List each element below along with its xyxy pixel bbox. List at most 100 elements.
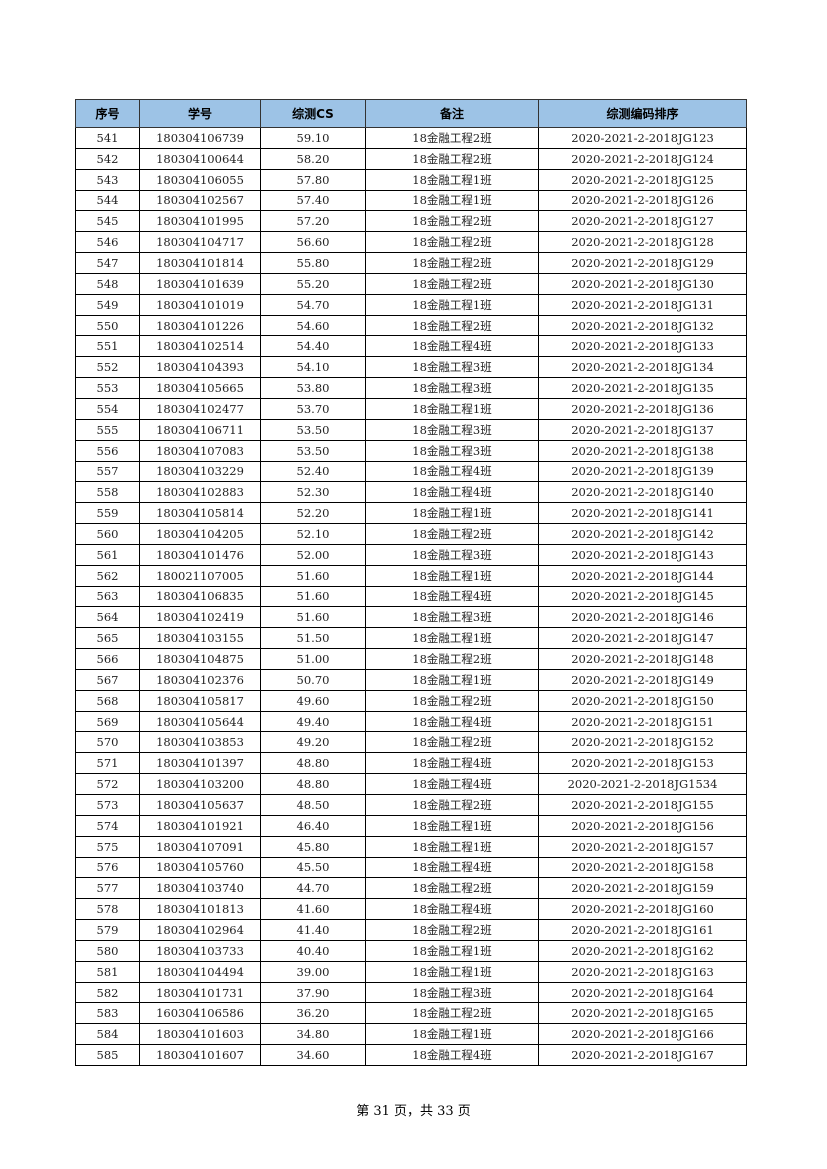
cell-remark: 18金融工程4班 [365, 898, 539, 921]
cell-student-id: 180304101814 [139, 252, 261, 274]
cell-score: 37.90 [260, 981, 366, 1004]
table-row: 560 180304104205 52.10 18金融工程2班 2020-2021-2-… [75, 523, 747, 545]
cell-index: 552 [75, 356, 140, 379]
cell-score: 53.80 [260, 377, 366, 399]
cell-student-id: 180304101995 [139, 210, 261, 233]
cell-remark: 18金融工程3班 [365, 356, 539, 379]
cell-remark: 18金融工程2班 [365, 252, 539, 274]
score-table: 序号 学号 综测CS 备注 综测编码排序 541 180304106739 59.1… [75, 99, 747, 1066]
table-row: 546 180304104717 56.60 18金融工程2班 2020-2021-2-… [75, 231, 747, 254]
cell-remark: 18金融工程2班 [365, 648, 539, 670]
cell-remark: 18金融工程2班 [365, 127, 539, 149]
cell-remark: 18金融工程1班 [365, 168, 539, 191]
cell-student-id: 180304105814 [139, 502, 261, 525]
header-row: 序号 学号 综测CS 备注 综测编码排序 [75, 99, 747, 128]
cell-student-id: 180304101607 [139, 1044, 261, 1066]
cell-index: 560 [75, 523, 140, 545]
cell-code: 2020-2021-2-2018JG160 [538, 898, 747, 921]
table-row: 581 180304104494 39.00 18金融工程1班 2020-2021-2-… [75, 960, 747, 983]
cell-remark: 18金融工程3班 [365, 377, 539, 399]
cell-student-id: 180304101813 [139, 898, 261, 921]
cell-remark: 18金融工程2班 [365, 919, 539, 941]
cell-code: 2020-2021-2-2018JG132 [538, 314, 747, 337]
cell-remark: 18金融工程1班 [365, 189, 539, 212]
cell-score: 51.60 [260, 585, 366, 608]
cell-student-id: 160304106586 [139, 1002, 261, 1025]
table-row: 554 180304102477 53.70 18金融工程1班 2020-2021-2-… [75, 397, 747, 420]
cell-score: 46.40 [260, 814, 366, 837]
cell-index: 585 [75, 1044, 140, 1066]
cell-student-id: 180304105637 [139, 794, 261, 816]
cell-remark: 18金融工程2班 [365, 314, 539, 337]
cell-remark: 18金融工程3班 [365, 606, 539, 629]
cell-code: 2020-2021-2-2018JG143 [538, 543, 747, 566]
cell-student-id: 180304101921 [139, 814, 261, 837]
cell-index: 564 [75, 606, 140, 629]
cell-code: 2020-2021-2-2018JG152 [538, 731, 747, 754]
cell-index: 547 [75, 252, 140, 274]
table-row: 563 180304106835 51.60 18金融工程4班 2020-2021-2-… [75, 585, 747, 608]
table-row: 564 180304102419 51.60 18金融工程3班 2020-2021-2-… [75, 606, 747, 629]
cell-index: 541 [75, 127, 140, 149]
cell-index: 545 [75, 210, 140, 233]
cell-code: 2020-2021-2-2018JG128 [538, 231, 747, 254]
table-row: 555 180304106711 53.50 18金融工程3班 2020-2021-2-… [75, 418, 747, 441]
cell-remark: 18金融工程1班 [365, 939, 539, 962]
cell-remark: 18金融工程2班 [365, 794, 539, 816]
cell-index: 549 [75, 293, 140, 316]
cell-remark: 18金融工程2班 [365, 147, 539, 170]
cell-score: 58.20 [260, 147, 366, 170]
cell-score: 36.20 [260, 1002, 366, 1025]
cell-index: 548 [75, 272, 140, 295]
cell-code: 2020-2021-2-2018JG151 [538, 710, 747, 733]
cell-index: 554 [75, 397, 140, 420]
cell-score: 57.40 [260, 189, 366, 212]
cell-score: 50.70 [260, 668, 366, 691]
cell-student-id: 180304102514 [139, 335, 261, 358]
table-row: 570 180304103853 49.20 18金融工程2班 2020-2021-2-… [75, 731, 747, 754]
cell-index: 553 [75, 377, 140, 399]
cell-student-id: 180304102883 [139, 481, 261, 504]
cell-code: 2020-2021-2-2018JG148 [538, 648, 747, 670]
cell-code: 2020-2021-2-2018JG158 [538, 856, 747, 879]
cell-index: 571 [75, 752, 140, 775]
cell-score: 48.80 [260, 752, 366, 775]
cell-code: 2020-2021-2-2018JG138 [538, 439, 747, 462]
table-row: 572 180304103200 48.80 18金融工程4班 2020-2021-2-… [75, 773, 747, 795]
cell-index: 543 [75, 168, 140, 191]
cell-index: 582 [75, 981, 140, 1004]
cell-code: 2020-2021-2-2018JG153 [538, 752, 747, 775]
cell-index: 559 [75, 502, 140, 525]
cell-score: 51.00 [260, 648, 366, 670]
cell-remark: 18金融工程1班 [365, 564, 539, 587]
cell-code: 2020-2021-2-2018JG162 [538, 939, 747, 962]
cell-student-id: 180304103740 [139, 877, 261, 900]
cell-code: 2020-2021-2-2018JG159 [538, 877, 747, 900]
cell-student-id: 180304105760 [139, 856, 261, 879]
cell-code: 2020-2021-2-2018JG135 [538, 377, 747, 399]
cell-remark: 18金融工程3班 [365, 418, 539, 441]
cell-remark: 18金融工程2班 [365, 731, 539, 754]
table-row: 585 180304101607 34.60 18金融工程4班 2020-2021-2-… [75, 1044, 747, 1066]
cell-remark: 18金融工程4班 [365, 585, 539, 608]
cell-remark: 18金融工程1班 [365, 397, 539, 420]
table-row: 561 180304101476 52.00 18金融工程3班 2020-2021-2-… [75, 543, 747, 566]
cell-index: 563 [75, 585, 140, 608]
cell-student-id: 180304101603 [139, 1023, 261, 1046]
cell-index: 574 [75, 814, 140, 837]
table-row: 548 180304101639 55.20 18金融工程2班 2020-2021-2-… [75, 272, 747, 295]
cell-score: 48.80 [260, 773, 366, 795]
table-row: 559 180304105814 52.20 18金融工程1班 2020-2021-2-… [75, 502, 747, 525]
cell-index: 570 [75, 731, 140, 754]
cell-index: 567 [75, 668, 140, 691]
table-row: 553 180304105665 53.80 18金融工程3班 2020-2021-2-… [75, 377, 747, 399]
cell-student-id: 180304107083 [139, 439, 261, 462]
cell-code: 2020-2021-2-2018JG130 [538, 272, 747, 295]
cell-score: 44.70 [260, 877, 366, 900]
cell-remark: 18金融工程4班 [365, 856, 539, 879]
cell-student-id: 180304106835 [139, 585, 261, 608]
cell-code: 2020-2021-2-2018JG142 [538, 523, 747, 545]
cell-index: 579 [75, 919, 140, 941]
cell-score: 53.50 [260, 418, 366, 441]
cell-remark: 18金融工程1班 [365, 293, 539, 316]
